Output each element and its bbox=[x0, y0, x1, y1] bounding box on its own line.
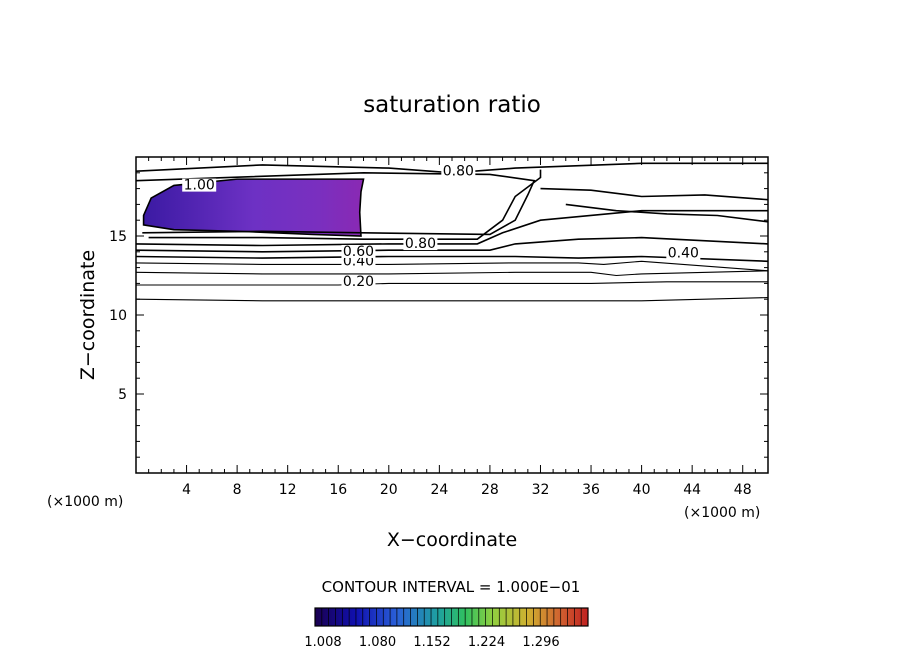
contour-line-10 bbox=[540, 187, 769, 201]
x-tick-label: 36 bbox=[582, 482, 600, 498]
contour-label-bg bbox=[441, 164, 476, 178]
colorbar: 1.008 1.080 1.152 1.224 1.296 bbox=[304, 607, 589, 650]
y-axis-unit: (×1000 m) bbox=[47, 494, 123, 510]
contour-line-1 bbox=[136, 281, 768, 286]
x-tick-label: 32 bbox=[532, 482, 550, 498]
y-tick-label: 5 bbox=[118, 387, 127, 403]
x-tick-label: 28 bbox=[481, 482, 499, 498]
contour-interval-text: CONTOUR INTERVAL = 1.000E−01 bbox=[322, 578, 581, 596]
x-tick-label: 4 bbox=[182, 482, 191, 498]
contour-label: 0.80 bbox=[405, 236, 436, 252]
contour-label: 0.20 bbox=[343, 274, 374, 290]
contour-label-bg bbox=[341, 274, 376, 288]
contour-line-3 bbox=[135, 260, 769, 272]
x-tick-label: 48 bbox=[734, 482, 752, 498]
contour-label-bg bbox=[341, 244, 376, 258]
contour-label: 0.60 bbox=[343, 244, 374, 260]
colorbar-tick-label: 1.224 bbox=[468, 635, 505, 650]
supersaturation-fill bbox=[142, 178, 365, 237]
contour-label: 0.40 bbox=[668, 246, 699, 262]
y-tick-label: 15 bbox=[109, 229, 127, 245]
contour-line-6 bbox=[135, 209, 768, 247]
contour-line-4 bbox=[135, 255, 769, 263]
contour-label: 0.80 bbox=[443, 163, 474, 179]
contour-line-5 bbox=[135, 236, 769, 253]
contour-line-7 bbox=[148, 169, 542, 240]
colorbar-tick-label: 1.080 bbox=[359, 635, 396, 650]
x-tick-label: 40 bbox=[633, 482, 651, 498]
contour-label-bg bbox=[403, 237, 438, 251]
contour-label-bg bbox=[182, 178, 217, 192]
x-tick-label: 20 bbox=[380, 482, 398, 498]
colorbar-tick-label: 1.152 bbox=[413, 635, 450, 650]
plot-area: 0.200.400.60 0.800.801.000.404 8 12 16 20 24 28… bbox=[109, 156, 769, 498]
chart-title: saturation ratio bbox=[363, 92, 541, 118]
x-tick-label: 24 bbox=[430, 482, 448, 498]
x-axis-label: X−coordinate bbox=[387, 529, 517, 551]
x-tick-label: 16 bbox=[329, 482, 347, 498]
x-tick-label: 44 bbox=[683, 482, 701, 498]
contour-label-bg bbox=[666, 246, 701, 260]
contour-line-8 bbox=[135, 171, 536, 236]
x-tick-label: 8 bbox=[233, 482, 242, 498]
x-tick-label: 12 bbox=[279, 482, 297, 498]
y-tick-label: 10 bbox=[109, 308, 127, 324]
y-axis-label: Z−coordinate bbox=[77, 250, 99, 380]
x-axis-unit: (×1000 m) bbox=[684, 505, 760, 521]
colorbar-tick-label: 1.296 bbox=[522, 635, 559, 650]
contour-line-0 bbox=[135, 297, 769, 302]
contour-line-2 bbox=[135, 270, 769, 277]
contour-label: 1.00 bbox=[184, 178, 215, 194]
contour-line-11 bbox=[565, 203, 769, 223]
colorbar-tick-label: 1.008 bbox=[304, 635, 341, 650]
